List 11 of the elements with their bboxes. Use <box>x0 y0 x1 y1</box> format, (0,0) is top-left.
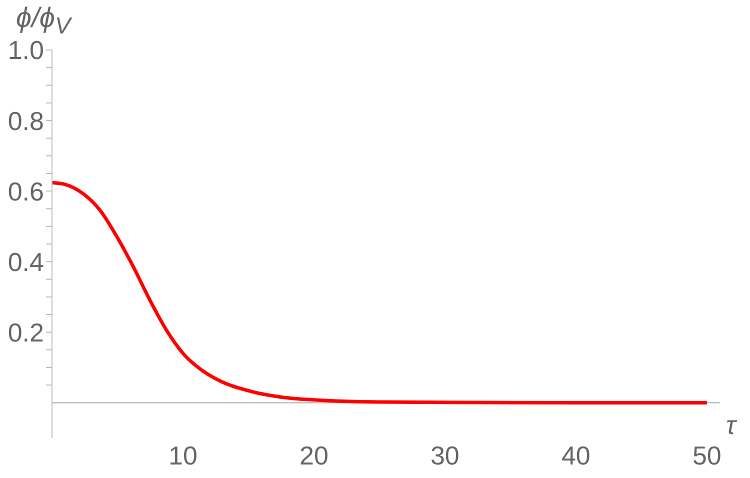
y-tick-label: 0.4 <box>8 246 44 277</box>
x-axis-title: τ <box>726 410 736 441</box>
y-tick-label: 0.6 <box>8 176 44 206</box>
x-tick-label: 50 <box>692 440 722 470</box>
line-series <box>52 180 709 404</box>
y-tick-label: 0.8 <box>8 106 44 136</box>
x-tick-label: 10 <box>168 440 198 470</box>
x-tick-label: 20 <box>300 440 328 470</box>
x-tick-label: 40 <box>561 440 590 470</box>
x-tick-label: 30 <box>430 440 460 470</box>
y-tick-label: 0.2 <box>8 317 44 348</box>
